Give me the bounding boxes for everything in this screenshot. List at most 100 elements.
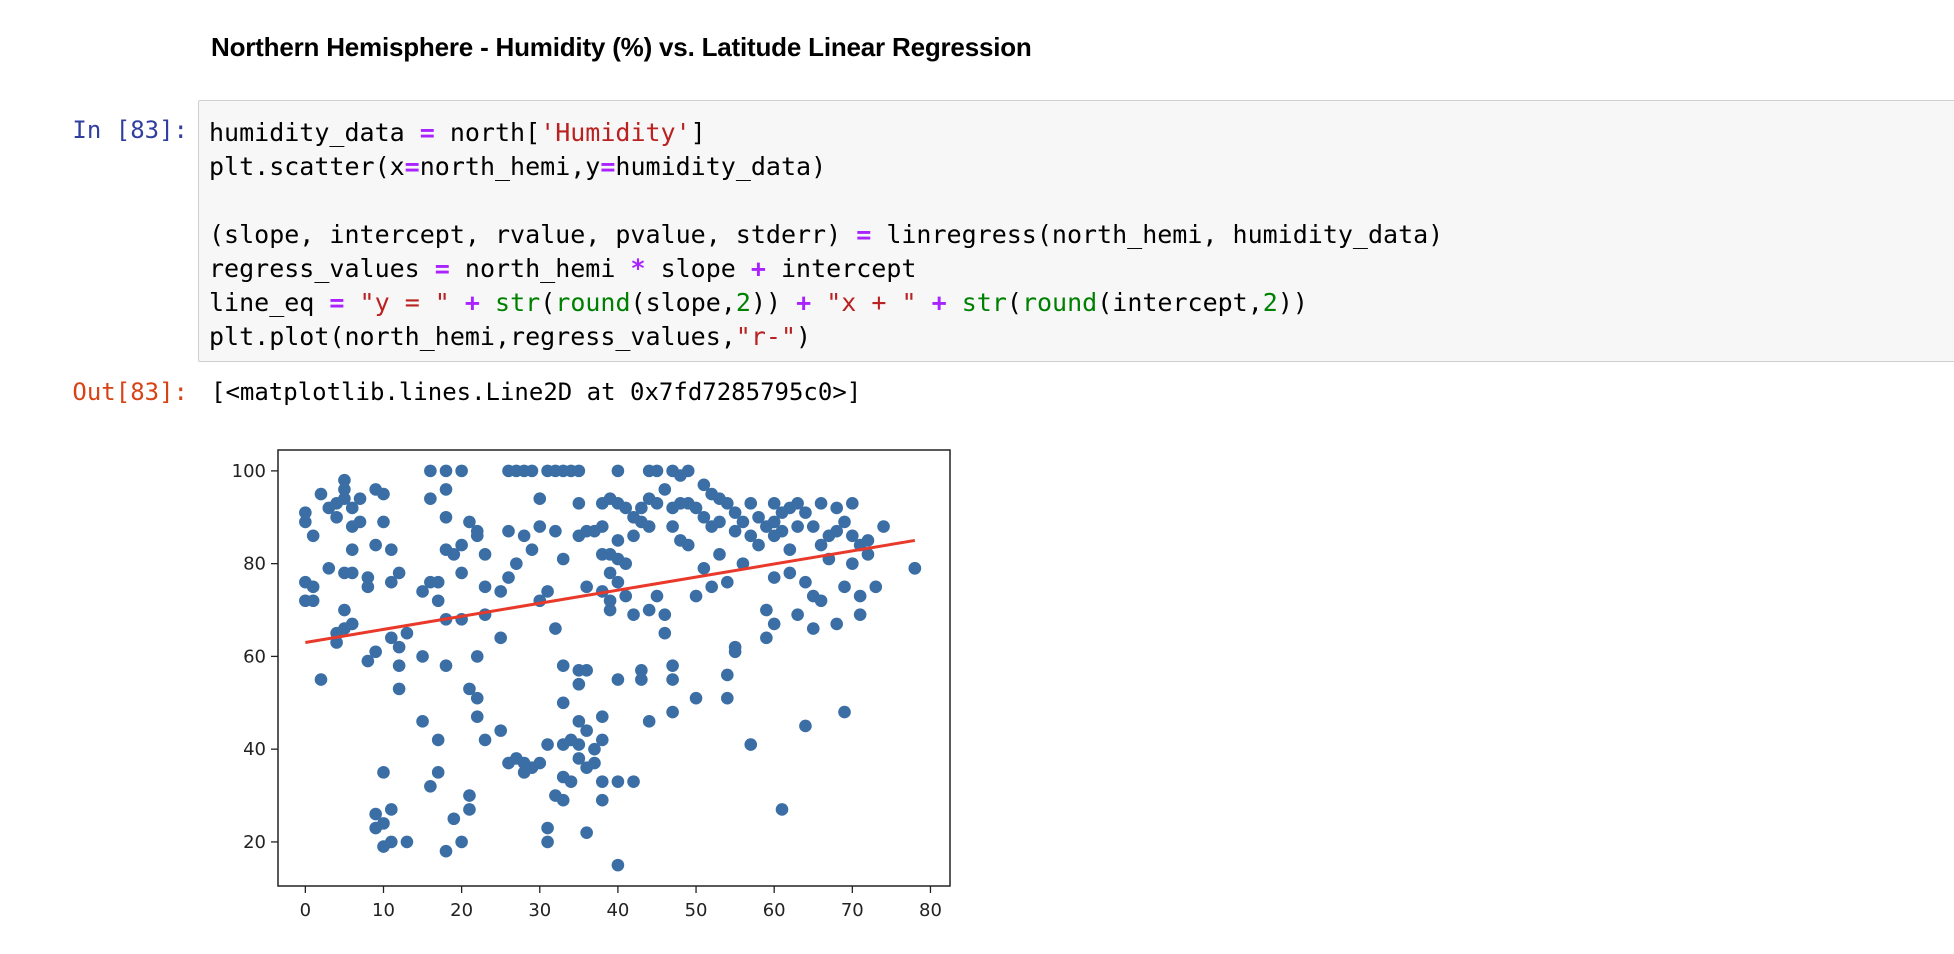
scatter-point — [424, 492, 437, 506]
scatter-point — [392, 566, 406, 580]
scatter-point — [424, 464, 437, 478]
scatter-point — [744, 497, 758, 510]
x-tick-label: 50 — [685, 900, 708, 921]
code-line-3 — [209, 184, 1443, 218]
code-line-text: line_eq = "y = " + str(round(slope,2)) +… — [209, 288, 1308, 317]
scatter-point — [463, 682, 476, 696]
scatter-point — [494, 585, 507, 598]
scatter-point — [377, 487, 390, 501]
y-tick-label: 60 — [243, 646, 266, 667]
scatter-point — [580, 664, 593, 677]
scatter-point — [650, 497, 664, 510]
scatter-point — [580, 826, 593, 839]
scatter-point — [455, 464, 468, 478]
scatter-point — [541, 821, 554, 835]
scatter-point — [385, 543, 398, 557]
code-line-2: plt.scatter(x=north_hemi,y=humidity_data… — [209, 150, 1443, 184]
scatter-point — [353, 515, 367, 529]
scatter-point — [455, 538, 468, 552]
scatter-point — [791, 608, 804, 621]
scatter-point — [799, 506, 812, 519]
scatter-point — [400, 835, 414, 849]
scatter-point — [510, 557, 523, 570]
scatter-point — [791, 520, 804, 533]
scatter-point — [377, 817, 390, 830]
scatter-point — [392, 682, 406, 696]
scatter-point — [666, 705, 679, 719]
scatter-point — [681, 538, 695, 552]
scatter-point — [369, 538, 382, 552]
scatter-point — [572, 464, 586, 478]
scatter-point — [525, 464, 539, 478]
scatter-point — [338, 483, 351, 496]
scatter-point — [603, 594, 617, 608]
scatter-point — [502, 571, 515, 584]
scatter-point — [572, 715, 586, 728]
x-tick-label: 80 — [919, 900, 942, 921]
scatter-point — [666, 520, 679, 533]
scatter-point — [744, 529, 758, 543]
scatter-point — [799, 575, 812, 589]
scatter-point — [752, 510, 765, 524]
scatter-point — [627, 608, 640, 621]
scatter-point — [377, 515, 390, 529]
scatter-point — [838, 705, 851, 719]
scatter-point — [533, 492, 547, 506]
scatter-point — [642, 603, 656, 617]
code-editor[interactable]: humidity_data = north['Humidity'] plt.sca… — [209, 116, 1443, 354]
code-line-text: humidity_data = north['Humidity'] — [209, 118, 706, 147]
scatter-point — [603, 603, 617, 617]
scatter-point — [666, 673, 679, 686]
scatter-point — [564, 775, 578, 788]
scatter-point — [814, 594, 828, 608]
scatter-point — [416, 650, 429, 663]
scatter-point — [728, 506, 742, 519]
code-line-7: plt.plot(north_hemi,regress_values,"r-") — [209, 320, 1443, 354]
scatter-point — [650, 464, 664, 478]
scatter-point — [783, 543, 797, 557]
scatter-point — [846, 497, 859, 510]
scatter-point — [846, 529, 859, 543]
scatter-point — [322, 561, 336, 575]
code-cell[interactable] — [198, 100, 1954, 362]
scatter-point — [627, 529, 640, 543]
scatter-point — [439, 464, 453, 478]
scatter-point — [306, 529, 320, 543]
code-line-text: (slope, intercept, rvalue, pvalue, stder… — [209, 220, 1444, 249]
scatter-point — [791, 497, 804, 510]
scatter-point — [650, 589, 664, 603]
scatter-point — [549, 524, 562, 538]
scatter-point — [619, 589, 633, 603]
code-line-text: plt.plot(north_hemi,regress_values,"r-") — [209, 322, 812, 351]
scatter-point — [572, 677, 586, 691]
scatter-point — [431, 733, 445, 747]
scatter-point — [385, 835, 398, 849]
scatter-point — [627, 775, 640, 788]
scatter-point — [713, 515, 726, 529]
scatter-point — [721, 575, 734, 589]
scatter-point — [666, 659, 679, 672]
scatter-point — [721, 668, 734, 682]
scatter-point — [595, 775, 609, 788]
scatter-point — [721, 497, 734, 510]
code-line-text: plt.scatter(x=north_hemi,y=humidity_data… — [209, 152, 827, 181]
scatter-point — [478, 548, 492, 561]
scatter-point — [494, 724, 507, 737]
scatter-point — [877, 520, 890, 533]
scatter-point — [556, 793, 570, 807]
code-line-1: humidity_data = north['Humidity'] — [209, 116, 1443, 150]
scatter-point — [767, 497, 781, 510]
scatter-point — [595, 733, 609, 747]
scatter-point — [736, 557, 750, 570]
scatter-point — [385, 631, 398, 645]
scatter-point — [775, 524, 789, 538]
scatter-point — [541, 585, 554, 598]
scatter-point — [517, 529, 531, 543]
scatter-point — [338, 473, 351, 487]
scatter-point — [713, 548, 726, 561]
scatter-point — [728, 645, 742, 659]
scatter-point — [470, 710, 484, 724]
y-tick-label: 40 — [243, 739, 266, 760]
scatter-point — [814, 538, 828, 552]
scatter-point — [580, 724, 593, 737]
